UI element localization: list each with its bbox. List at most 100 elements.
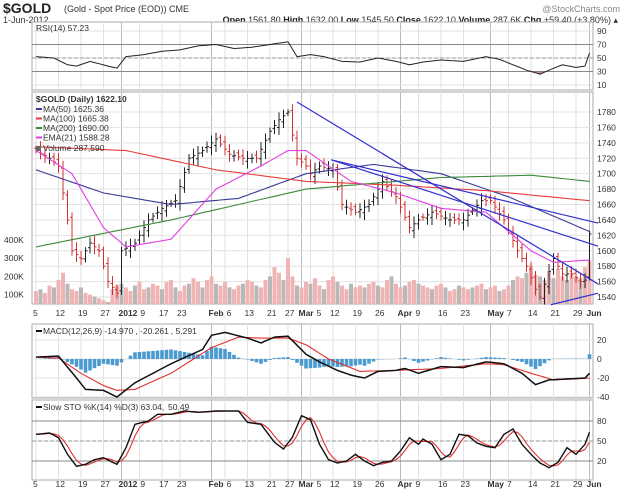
date-tick-label: 23 <box>177 479 187 489</box>
price-ytick-label: 1540 <box>597 292 616 302</box>
volume-bar <box>124 287 128 304</box>
macd-histogram-bar <box>529 359 533 367</box>
ohlc-bar <box>524 252 529 272</box>
macd-histogram-bar <box>191 353 196 359</box>
macd-histogram-bar <box>200 355 205 359</box>
macd-histogram-bar <box>259 359 263 364</box>
ohlc-bar <box>367 199 371 212</box>
volume-bar <box>569 272 574 304</box>
ohlc-bar <box>182 167 187 193</box>
volume-bar <box>358 285 362 304</box>
macd-histogram-bar <box>128 355 133 359</box>
volume-bar <box>308 283 313 304</box>
macd-histogram-bar <box>277 357 281 359</box>
sto-legend: Slow STO %K(14) %D(3) 63.04, <box>43 402 164 412</box>
ohlc-bar <box>115 284 119 299</box>
volume-bar <box>70 289 74 304</box>
date-tick-label: 12 <box>56 479 66 489</box>
ohlc-bar <box>268 127 272 143</box>
rsi-legend: RSI(14) 57.23 <box>36 23 89 33</box>
volume-bar <box>565 280 569 304</box>
macd-histogram-bar <box>398 358 403 359</box>
volume-bar <box>439 283 443 304</box>
macd-line <box>35 331 591 398</box>
ohlc-bar <box>97 243 101 257</box>
ohlc-bar <box>281 109 286 129</box>
macd-histogram-bar <box>115 359 119 366</box>
macd-histogram-bar <box>349 359 353 367</box>
volume-bar <box>142 289 146 304</box>
volume-bar <box>191 278 196 304</box>
volume-bar <box>83 292 88 304</box>
macd-signal-line <box>35 336 590 391</box>
volume-bar <box>250 281 254 304</box>
ohlc-bar <box>529 261 533 286</box>
ohlc-bar <box>362 199 367 221</box>
macd-histogram-bar <box>340 359 344 367</box>
volume-bar <box>326 280 331 304</box>
macd-histogram-bar <box>133 352 137 359</box>
date-tick-label: 13 <box>245 479 255 489</box>
ohlc-bar <box>533 270 538 296</box>
macd-histogram-bar <box>484 357 488 359</box>
volume-bar <box>178 291 182 304</box>
volume-bar <box>155 285 160 304</box>
macd-histogram-bar <box>272 358 277 359</box>
macd-histogram-bar <box>227 351 232 359</box>
ohlc-bar <box>245 151 250 169</box>
ohlc-bar <box>119 246 124 295</box>
open-value: 1561.80 <box>248 15 281 25</box>
macd-histogram-bar <box>520 359 524 362</box>
ohlc-bar <box>461 212 466 231</box>
macd-ytick-label: -20 <box>597 373 610 383</box>
volume-bar <box>56 280 61 304</box>
macd-histogram-bar <box>524 359 529 365</box>
ohlc-bar <box>65 190 70 225</box>
volume-bar <box>173 287 178 304</box>
macd-histogram-bar <box>155 350 160 359</box>
volume-bar <box>466 289 470 304</box>
volume-bar <box>497 291 502 304</box>
ohlc-bar <box>133 238 137 251</box>
date-tick-label: 21 <box>267 308 277 318</box>
date-tick-label: 21 <box>551 479 561 489</box>
volume-ytick-label: 200K <box>4 271 24 281</box>
volume-bar <box>407 281 412 304</box>
macd-histogram-bar <box>502 358 506 359</box>
ohlc-bar <box>191 148 196 165</box>
volume-bar <box>187 283 191 304</box>
ohlc-bar <box>403 200 407 221</box>
date-tick-label: 13 <box>245 308 255 318</box>
volume-bar <box>254 285 259 304</box>
volume-label: Volume <box>458 15 491 25</box>
macd-histogram-bar <box>497 357 502 359</box>
volume-bar <box>259 287 263 304</box>
volume-bar <box>443 287 448 304</box>
ohlc-bar <box>137 230 142 246</box>
volume-legend-icon <box>36 146 41 151</box>
macd-histogram-bar <box>416 359 421 363</box>
ohlc-bar <box>79 250 83 266</box>
ohlc-bar <box>74 242 79 262</box>
volume-bar <box>128 291 133 304</box>
macd-histogram-bar <box>250 359 254 361</box>
ohlc-bar <box>110 276 115 295</box>
volume-bar <box>380 287 385 304</box>
volume-bar <box>236 285 241 304</box>
volume-bar <box>344 289 349 304</box>
volume-bar <box>502 289 506 304</box>
macd-histogram-bar <box>331 359 335 367</box>
date-tick-label: Feb <box>209 308 224 318</box>
ohlc-bar <box>263 133 268 160</box>
date-tick-label: Mar <box>299 479 315 489</box>
macd-histogram-bar <box>326 359 331 367</box>
ohlc-bar <box>232 150 236 162</box>
volume-bar <box>272 267 277 304</box>
volume-bar <box>551 278 556 304</box>
sto-ytick-label: 20 <box>597 456 607 466</box>
volume-bar <box>452 289 457 304</box>
volume-bar <box>214 283 218 304</box>
price-ytick-label: 1640 <box>597 215 616 225</box>
ohlc-bar <box>578 273 583 289</box>
